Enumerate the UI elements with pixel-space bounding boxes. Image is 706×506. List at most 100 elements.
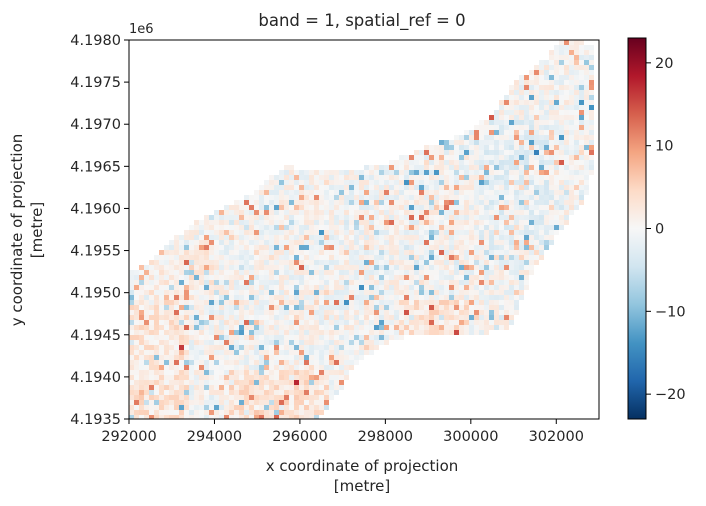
raster-cell [339, 320, 344, 325]
raster-cell [224, 365, 229, 370]
raster-cell [414, 325, 419, 330]
raster-cell [559, 175, 564, 180]
raster-cell [164, 415, 169, 419]
raster-cell [389, 195, 394, 200]
raster-cell [259, 265, 264, 270]
raster-cell [279, 295, 284, 300]
raster-cell [369, 300, 374, 305]
raster-cell [384, 300, 389, 305]
raster-cell [279, 265, 284, 270]
raster-cell [209, 320, 214, 325]
raster-cell [499, 175, 504, 180]
raster-cell [279, 290, 284, 295]
raster-cell [189, 275, 194, 280]
raster-cell [314, 410, 319, 415]
raster-cell [249, 290, 254, 295]
raster-cell [214, 290, 219, 295]
raster-cell [274, 320, 279, 325]
raster-cell [554, 65, 559, 70]
raster-cell [334, 355, 339, 360]
raster-cell [519, 240, 524, 245]
raster-cell [194, 365, 199, 370]
raster-cell [149, 275, 154, 280]
raster-cell [449, 305, 454, 310]
raster-cell [339, 255, 344, 260]
raster-cell [564, 140, 569, 145]
raster-cell [134, 400, 139, 405]
raster-cell [409, 210, 414, 215]
raster-cell [274, 390, 279, 395]
raster-cell [474, 180, 479, 185]
raster-cell [239, 380, 244, 385]
raster-cell [584, 175, 589, 180]
raster-cell [444, 325, 449, 330]
raster-cell [394, 240, 399, 245]
raster-cell [469, 285, 474, 290]
raster-cell [434, 320, 439, 325]
raster-cell [584, 90, 589, 95]
raster-cell [229, 370, 234, 375]
raster-cell [444, 265, 449, 270]
raster-cell [254, 295, 259, 300]
raster-cell [274, 200, 279, 205]
raster-cell [394, 215, 399, 220]
raster-cell [584, 115, 589, 120]
raster-cell [434, 230, 439, 235]
raster-cell [464, 170, 469, 175]
raster-cell [139, 280, 144, 285]
raster-cell [359, 315, 364, 320]
raster-cell [179, 375, 184, 380]
raster-cell [329, 325, 334, 330]
raster-cell [309, 335, 314, 340]
raster-cell [374, 285, 379, 290]
raster-cell [559, 150, 564, 155]
raster-cell [314, 280, 319, 285]
raster-cell [509, 105, 514, 110]
raster-cell [199, 315, 204, 320]
raster-cell [339, 190, 344, 195]
raster-cell [564, 135, 569, 140]
raster-cell [539, 145, 544, 150]
raster-cell [484, 155, 489, 160]
raster-cell [429, 155, 434, 160]
raster-cell [214, 305, 219, 310]
raster-cell [559, 70, 564, 75]
raster-cell [534, 210, 539, 215]
raster-cell [219, 240, 224, 245]
raster-cell [559, 210, 564, 215]
raster-cell [209, 340, 214, 345]
raster-cell [319, 210, 324, 215]
raster-cell [419, 275, 424, 280]
raster-cell [369, 325, 374, 330]
raster-cell [499, 155, 504, 160]
raster-cell [334, 285, 339, 290]
raster-cell [284, 220, 289, 225]
raster-cell [194, 235, 199, 240]
raster-cell [589, 160, 594, 165]
raster-cell [269, 415, 274, 419]
raster-cell [584, 190, 589, 195]
raster-cell [274, 415, 279, 419]
raster-cell [414, 290, 419, 295]
raster-cell [194, 310, 199, 315]
raster-cell [379, 295, 384, 300]
raster-cell [279, 260, 284, 265]
raster-cell [589, 90, 594, 95]
raster-cell [384, 330, 389, 335]
raster-cell [334, 210, 339, 215]
raster-cell [524, 210, 529, 215]
raster-cell [489, 175, 494, 180]
raster-cell [214, 320, 219, 325]
raster-cell [309, 190, 314, 195]
raster-cell [314, 250, 319, 255]
raster-cell [304, 380, 309, 385]
raster-cell [574, 85, 579, 90]
raster-cell [324, 340, 329, 345]
raster-cell [524, 80, 529, 85]
raster-cell [499, 285, 504, 290]
raster-cell [324, 300, 329, 305]
raster-cell [339, 380, 344, 385]
raster-cell [274, 290, 279, 295]
raster-cell [149, 320, 154, 325]
raster-cell [379, 170, 384, 175]
